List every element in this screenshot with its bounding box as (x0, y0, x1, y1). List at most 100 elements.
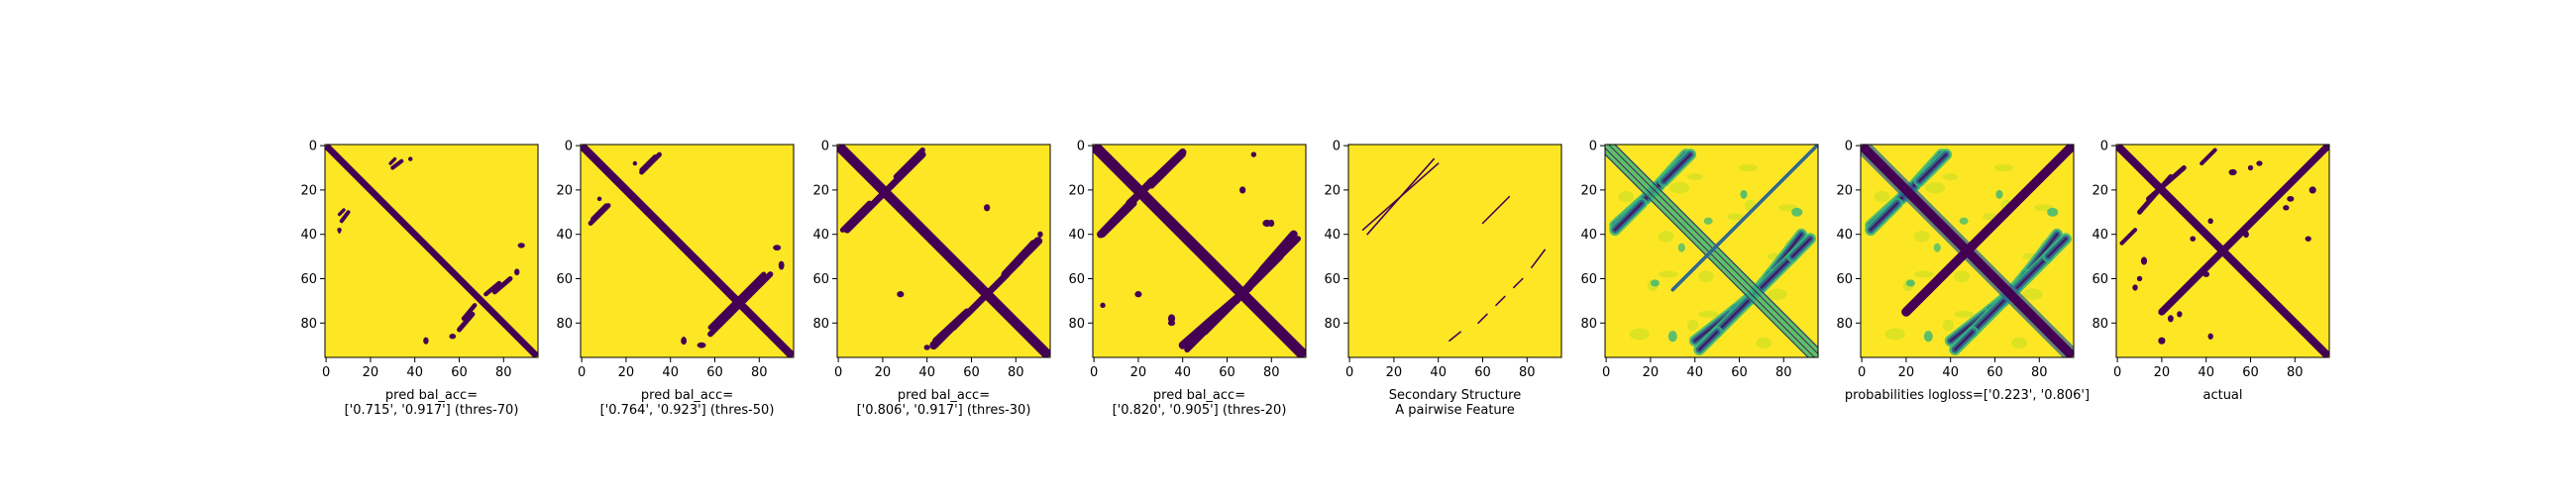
contact-blob (1100, 302, 1106, 309)
x-tick-label: 0 (1602, 365, 1610, 380)
contact-blob (897, 291, 905, 298)
contact-segment (1361, 162, 1440, 232)
anti-diagonal-band (1901, 145, 2074, 317)
x-tick-label: 0 (1345, 365, 1353, 380)
contact-segment (483, 280, 502, 297)
x-tick-label: 20 (363, 365, 379, 380)
heatmap-cells (1093, 145, 1306, 357)
heatmap-cells (1605, 145, 1818, 357)
probability-haze (1698, 270, 1714, 283)
y-tick-label: 20 (556, 183, 573, 198)
contact-blob (517, 243, 525, 248)
contact-blob (697, 342, 706, 348)
contact-segment (2137, 174, 2174, 215)
contact-blob (2132, 284, 2138, 291)
y-tick-label: 0 (1077, 140, 1085, 154)
heatmap-cells (837, 145, 1050, 357)
x-tick-label: 60 (2242, 365, 2259, 380)
heatmap-background (1348, 145, 1561, 357)
x-tick-label: 80 (2031, 365, 2048, 380)
heatmap-cells (2116, 145, 2329, 357)
x-tick-label: 20 (1643, 365, 1660, 380)
contact-blob (1268, 219, 1275, 228)
probability-haze (1698, 310, 1719, 318)
contact-blob (423, 337, 429, 345)
y-tick-label: 40 (1324, 228, 1341, 243)
contact-segment (734, 271, 767, 304)
contact-blob (2287, 195, 2295, 202)
probability-haze (1727, 213, 1743, 221)
contact-segment (1495, 295, 1506, 307)
y-tick-label: 20 (1068, 183, 1085, 198)
probability-haze (1954, 310, 1975, 318)
contact-blob (1740, 189, 1748, 199)
x-tick-label: 40 (1174, 365, 1191, 380)
diagonal-band (325, 145, 538, 357)
probability-haze (1658, 270, 1678, 278)
panel-caption: Secondary Structure (1389, 388, 1521, 403)
y-tick-label: 40 (1068, 228, 1085, 243)
contact-blob (2202, 271, 2210, 277)
contact-segment (707, 298, 740, 331)
x-tick-label: 40 (2198, 365, 2214, 380)
x-tick-label: 0 (322, 365, 330, 380)
panel-caption: ['0.806', '0.917'] (thres-30) (857, 403, 1031, 418)
contact-segment (1663, 152, 1692, 183)
contact-blob (1933, 243, 1941, 252)
contact-blob (984, 204, 991, 212)
x-tick-label: 20 (1386, 365, 1403, 380)
contact-blob (2190, 236, 2197, 242)
y-tick-label: 0 (1333, 140, 1341, 154)
y-tick-label: 80 (1068, 317, 1085, 332)
contact-segment (1760, 254, 1794, 289)
contact-blob (1650, 279, 1660, 287)
x-tick-label: 60 (706, 365, 723, 380)
y-tick-label: 0 (565, 140, 573, 154)
x-tick-label: 40 (1430, 365, 1447, 380)
contact-segment (388, 156, 397, 165)
x-tick-label: 40 (918, 365, 935, 380)
contact-blob (2177, 311, 2183, 318)
x-tick-label: 60 (451, 365, 468, 380)
contact-segment (1277, 236, 1302, 260)
contact-blob (1033, 237, 1043, 246)
probability-haze (1686, 172, 1703, 181)
heatmap-cells (1361, 157, 1546, 342)
x-tick-label: 0 (834, 365, 842, 380)
probability-haze (1658, 231, 1674, 243)
x-tick-label: 0 (1858, 365, 1866, 380)
contact-segment (1449, 331, 1461, 342)
contact-segment (1245, 252, 1284, 291)
contact-segment (986, 257, 1023, 296)
anti-diagonal-band (2158, 145, 2329, 316)
y-tick-label: 80 (2092, 317, 2108, 332)
x-tick-label: 0 (2113, 365, 2121, 380)
y-tick-label: 40 (556, 228, 573, 243)
probability-haze (1954, 270, 1970, 283)
contact-blob (1995, 189, 2003, 199)
y-tick-label: 60 (1580, 272, 1597, 287)
contact-blob (2140, 256, 2148, 265)
x-tick-label: 20 (1130, 365, 1147, 380)
x-tick-label: 80 (2287, 365, 2304, 380)
contact-blob (2228, 168, 2237, 176)
probability-haze (1924, 181, 1946, 194)
contact-blob (1959, 217, 1969, 225)
panel-caption: pred bal_acc= (385, 388, 478, 403)
contact-blob (1791, 207, 1803, 217)
y-tick-label: 80 (556, 317, 573, 332)
contact-segment (337, 208, 346, 217)
axes-frame (1092, 144, 1307, 358)
probability-haze (1618, 190, 1635, 203)
contact-blob (1239, 186, 1246, 194)
panel-pairwise: 0 20 40 60 80 0 20 40 60 80 (1580, 140, 1819, 380)
contact-segment (839, 200, 873, 233)
axes-frame (2115, 144, 2330, 358)
y-tick-label: 0 (309, 140, 317, 154)
heatmap-cells (1861, 145, 2074, 357)
x-tick-label: 80 (1263, 365, 1280, 380)
y-tick-label: 20 (300, 183, 317, 198)
x-tick-label: 0 (578, 365, 586, 380)
